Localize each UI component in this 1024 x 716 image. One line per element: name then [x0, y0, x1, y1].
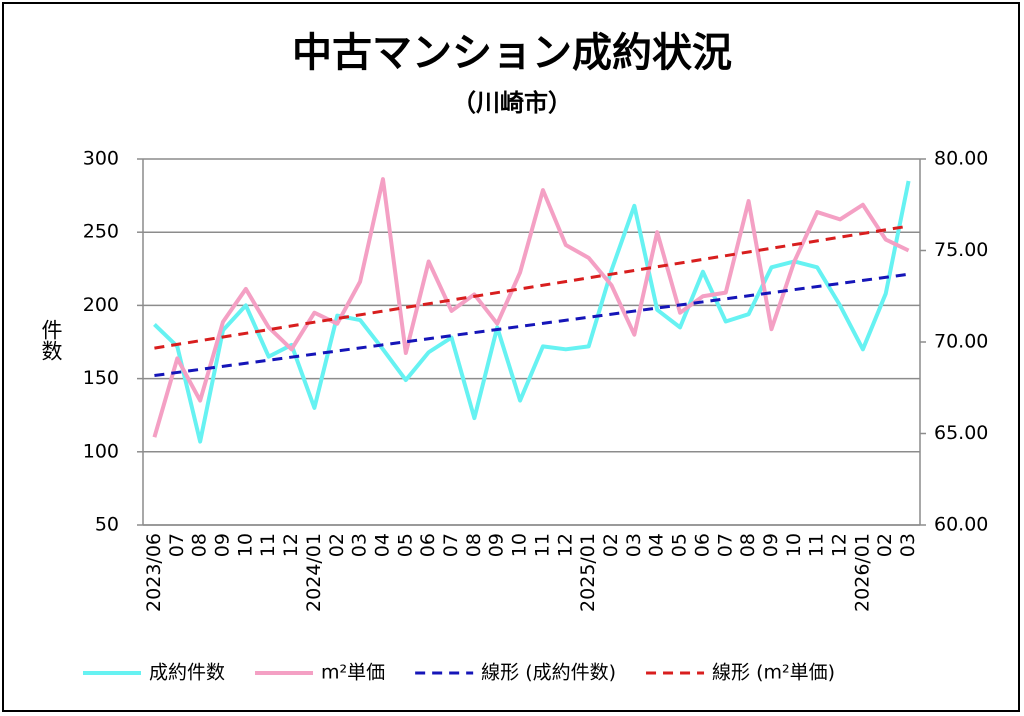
x-tick-label: 03 — [897, 533, 919, 557]
y2-tick-label: 60.00 — [934, 514, 988, 536]
legend-label: m²単価 — [321, 662, 385, 684]
x-tick-label: 08 — [737, 533, 759, 557]
x-tick-label: 09 — [486, 533, 508, 557]
legend-label: 成約件数 — [149, 662, 225, 684]
y2-tick-label: 75.00 — [934, 239, 988, 261]
x-tick-label: 03 — [349, 533, 371, 557]
x-tick-label: 09 — [211, 533, 233, 557]
x-tick-label: 02 — [874, 533, 896, 557]
series-line — [153, 180, 911, 444]
trend-line — [154, 224, 909, 350]
y-axis-label: 件数 — [39, 319, 63, 361]
trend-line — [154, 272, 909, 378]
x-tick-label: 08 — [463, 533, 485, 557]
x-tick-label: 12 — [554, 533, 576, 557]
y-tick-label: 150 — [83, 367, 119, 389]
x-tick-label: 2024/01 — [303, 533, 325, 612]
series-line — [152, 177, 910, 438]
x-tick-label: 04 — [371, 533, 393, 557]
x-tick-label: 04 — [646, 533, 668, 557]
x-tick-label: 05 — [394, 533, 416, 557]
x-tick-label: 06 — [417, 533, 439, 557]
x-tick-label: 06 — [691, 533, 713, 557]
x-tick-label: 11 — [806, 533, 828, 557]
x-tick-label: 10 — [783, 533, 805, 557]
y-tick-label: 250 — [83, 221, 119, 243]
x-tick-label: 02 — [326, 533, 348, 557]
x-tick-label: 11 — [531, 533, 553, 557]
x-tick-label: 2025/01 — [577, 533, 599, 612]
x-tick-label: 10 — [234, 533, 256, 557]
x-tick-label: 11 — [257, 533, 279, 557]
x-tick-label: 07 — [166, 533, 188, 557]
y-tick-label: 50 — [95, 514, 119, 536]
legend-label: 線形 (成約件数) — [481, 662, 616, 684]
y2-tick-label: 65.00 — [934, 422, 988, 444]
x-tick-label: 03 — [623, 533, 645, 557]
x-tick-label: 05 — [669, 533, 691, 557]
x-tick-label: 09 — [760, 533, 782, 557]
y-tick-label: 200 — [83, 294, 119, 316]
x-tick-label: 07 — [714, 533, 736, 557]
y-tick-label: 300 — [83, 148, 119, 170]
x-tick-label: 08 — [189, 533, 211, 557]
y2-tick-label: 80.00 — [934, 148, 988, 170]
x-tick-label: 2026/01 — [851, 533, 873, 612]
legend-label: 線形 (m²単価) — [712, 662, 835, 684]
chart-subtitle: （川崎市） — [452, 89, 572, 117]
y2-tick-label: 70.00 — [934, 331, 988, 353]
chart-title: 中古マンション成約状況 — [292, 30, 732, 76]
x-tick-label: 12 — [829, 533, 851, 557]
x-tick-label: 02 — [600, 533, 622, 557]
x-tick-label: 2023/06 — [143, 533, 165, 612]
x-tick-label: 07 — [440, 533, 462, 557]
y-tick-label: 100 — [83, 440, 119, 462]
x-tick-label: 12 — [280, 533, 302, 557]
x-tick-label: 10 — [509, 533, 531, 557]
